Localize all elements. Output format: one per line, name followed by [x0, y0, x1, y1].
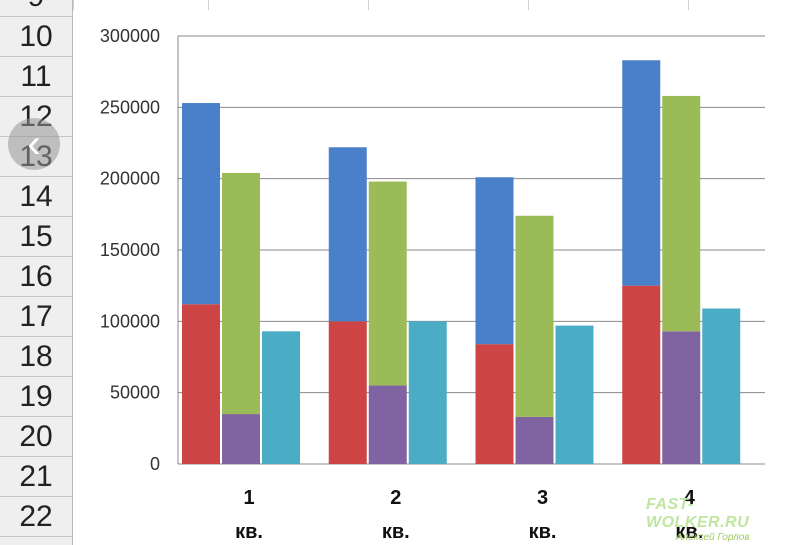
row-header-16[interactable]: 16: [0, 257, 72, 297]
bar-segment: [368, 181, 407, 386]
row-header-10[interactable]: 10: [0, 17, 72, 57]
row-header-21[interactable]: 21: [0, 457, 72, 497]
bar-segment: [622, 285, 661, 464]
bar-segment: [515, 215, 554, 417]
x-tick-label: 4: [684, 487, 696, 509]
bar-segment: [555, 325, 594, 464]
row-header-19[interactable]: 19: [0, 377, 72, 417]
row-header-18[interactable]: 18: [0, 337, 72, 377]
y-tick-label: 150000: [100, 240, 160, 260]
bar-segment: [475, 177, 514, 345]
x-tick-label: кв.: [382, 521, 410, 543]
column-divider: [208, 0, 209, 10]
x-tick-label: 3: [537, 487, 548, 509]
y-tick-label: 250000: [100, 97, 160, 117]
x-tick-label: 2: [390, 487, 401, 509]
y-tick-label: 50000: [110, 383, 160, 403]
bar-segment: [702, 308, 741, 464]
column-divider: [368, 0, 369, 10]
bar-segment: [622, 60, 661, 286]
bar-segment: [182, 103, 220, 305]
bar-segment: [182, 304, 220, 464]
row-header-22[interactable]: 22: [0, 497, 72, 537]
row-header-15[interactable]: 15: [0, 217, 72, 257]
y-tick-label: 100000: [100, 311, 160, 331]
column-header-strip: [73, 0, 800, 10]
watermark: FAST-WOLKER.RU Алексей Горлов: [646, 496, 796, 543]
bar-segment: [662, 95, 701, 332]
bar-segment: [515, 416, 554, 464]
y-tick-label: 0: [150, 454, 160, 474]
x-tick-label: кв.: [235, 521, 263, 543]
x-tick-label: 1: [243, 487, 254, 509]
bar-segment: [328, 147, 367, 322]
row-headers: 910111213141516171819202122: [0, 0, 73, 545]
watermark-author: Алексей Горлов: [676, 532, 750, 543]
row-header-20[interactable]: 20: [0, 417, 72, 457]
previous-slide-button[interactable]: ‹: [8, 118, 60, 170]
y-tick-label: 300000: [100, 26, 160, 46]
row-header-14[interactable]: 14: [0, 177, 72, 217]
column-divider: [528, 0, 529, 10]
row-header-17[interactable]: 17: [0, 297, 72, 337]
bar-segment: [662, 331, 701, 464]
column-divider: [688, 0, 689, 10]
bar-segment: [368, 385, 407, 464]
column-divider: [73, 0, 74, 10]
watermark-site: FAST-WOLKER.RU: [646, 496, 750, 531]
bar-segment: [222, 414, 260, 464]
chevron-left-icon: ‹: [27, 121, 41, 166]
row-header-9[interactable]: 9: [0, 0, 72, 17]
x-tick-label: кв.: [529, 521, 557, 543]
row-header-11[interactable]: 11: [0, 57, 72, 97]
bar-segment: [222, 172, 260, 415]
y-tick-label: 200000: [100, 169, 160, 189]
bar-segment: [475, 344, 514, 464]
bar-segment: [262, 331, 300, 464]
x-tick-label: кв.: [675, 521, 703, 543]
bar-segment: [328, 321, 367, 464]
bar-segment: [408, 321, 447, 464]
